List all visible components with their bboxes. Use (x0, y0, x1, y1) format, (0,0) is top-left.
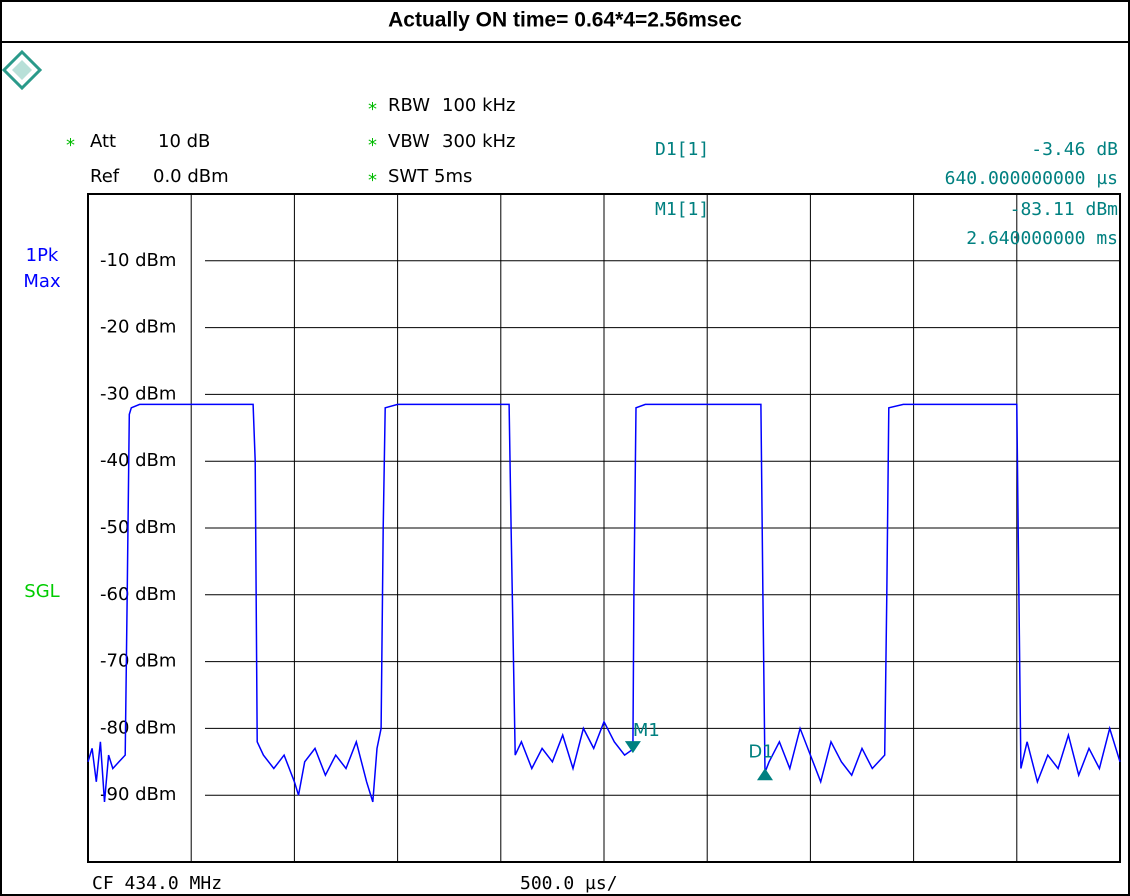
setting-flag: * (66, 135, 75, 156)
y-tick-label: -80 dBm (100, 717, 176, 738)
y-tick-label: -10 dBm (100, 250, 176, 271)
y-tick-label: -40 dBm (100, 450, 176, 471)
readout-value: -83.11 dBm (1010, 199, 1118, 220)
readout-position: 2.640000000 ms (966, 228, 1118, 249)
marker (756, 768, 773, 781)
center-frequency: CF 434.0 MHz (92, 873, 222, 894)
setting-value: 5ms (434, 166, 472, 187)
trace (87, 403, 1121, 803)
readout-name: M1[1] (655, 199, 709, 220)
marker (624, 741, 641, 754)
setting-name: VBW (388, 131, 430, 152)
y-tick-label: -60 dBm (100, 584, 176, 605)
span-per-division: 500.0 µs/ (520, 873, 618, 894)
readout-position: 640.000000000 µs (945, 168, 1118, 189)
side-label: Max (23, 271, 61, 292)
setting-flag: * (368, 135, 377, 156)
setting-name: Ref (90, 166, 120, 187)
logo (1, 49, 43, 91)
setting-flag: * (368, 99, 377, 120)
y-tick-label: -20 dBm (100, 317, 176, 338)
setting-name: RBW (388, 95, 430, 116)
readout-value: -3.46 dB (1031, 139, 1118, 160)
readout-name: D1[1] (655, 139, 709, 160)
setting-name: Att (90, 131, 116, 152)
title: Actually ON time= 0.64*4=2.56msec (388, 9, 742, 32)
y-tick-label: -90 dBm (100, 784, 176, 805)
y-tick-label: -50 dBm (100, 517, 176, 538)
setting-value: 10 dB (158, 131, 210, 152)
setting-value: 300 kHz (442, 131, 516, 152)
setting-name: SWT (388, 166, 429, 187)
side-label: 1Pk (26, 245, 59, 266)
setting-flag: * (368, 170, 377, 191)
side-label: SGL (24, 581, 59, 602)
setting-value: 100 kHz (442, 95, 516, 116)
y-tick-label: -70 dBm (100, 651, 176, 672)
y-tick-label: -30 dBm (100, 383, 176, 404)
marker-label: D1 (748, 741, 773, 762)
setting-value: 0.0 dBm (153, 166, 229, 187)
marker-label: M1 (633, 720, 660, 741)
